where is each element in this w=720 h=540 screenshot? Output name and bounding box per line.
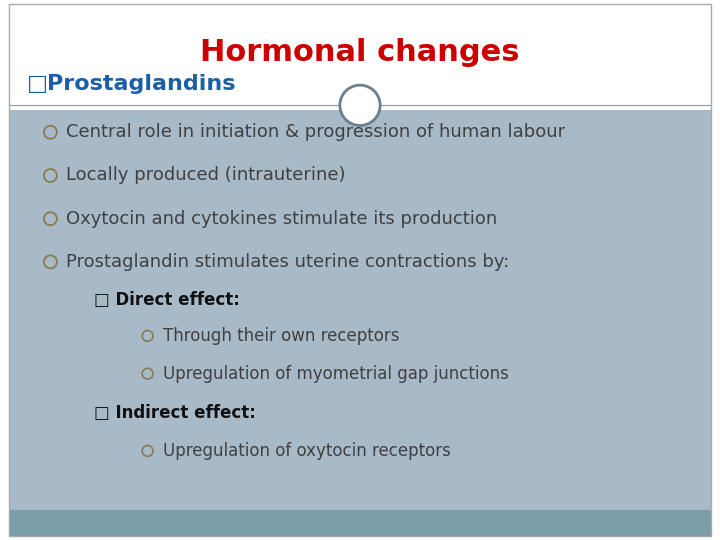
- Text: Locally produced (intrauterine): Locally produced (intrauterine): [66, 166, 346, 185]
- FancyBboxPatch shape: [9, 110, 711, 510]
- Text: Hormonal changes: Hormonal changes: [200, 38, 520, 67]
- Text: □ Direct effect:: □ Direct effect:: [94, 291, 240, 309]
- Ellipse shape: [340, 85, 380, 125]
- Text: □ Indirect effect:: □ Indirect effect:: [94, 404, 256, 422]
- Text: □Prostaglandins: □Prostaglandins: [27, 73, 237, 94]
- FancyBboxPatch shape: [9, 510, 711, 536]
- Text: Central role in initiation & progression of human labour: Central role in initiation & progression…: [66, 123, 565, 141]
- Text: Through their own receptors: Through their own receptors: [163, 327, 399, 345]
- Text: Upregulation of oxytocin receptors: Upregulation of oxytocin receptors: [163, 442, 451, 460]
- Text: Upregulation of myometrial gap junctions: Upregulation of myometrial gap junctions: [163, 364, 508, 383]
- Text: Prostaglandin stimulates uterine contractions by:: Prostaglandin stimulates uterine contrac…: [66, 253, 510, 271]
- Text: Oxytocin and cytokines stimulate its production: Oxytocin and cytokines stimulate its pro…: [66, 210, 498, 228]
